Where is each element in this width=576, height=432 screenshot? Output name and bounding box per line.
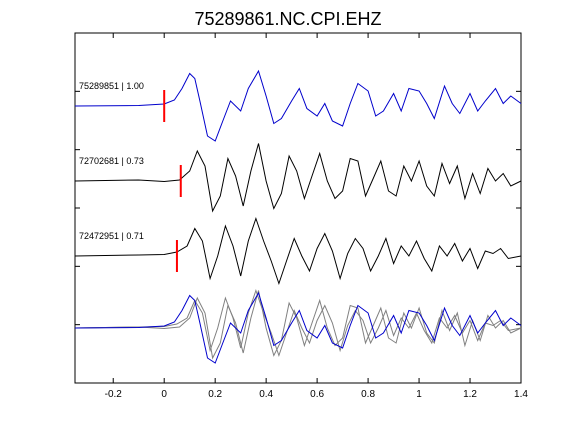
overlay-trace-line bbox=[74, 291, 522, 364]
trace-label: 72702681 | 0.73 bbox=[79, 156, 144, 166]
x-tick-label: 0 bbox=[161, 389, 167, 400]
x-tick-label: 1.2 bbox=[463, 389, 477, 400]
x-tick-label: -0.2 bbox=[105, 389, 123, 400]
x-axis: -0.2 0 0.2 0.4 0.6 0.8 1 1.2 1.4 bbox=[105, 33, 528, 400]
x-tick-label: 0.8 bbox=[361, 389, 375, 400]
traces bbox=[74, 69, 522, 286]
x-tick-label: 0.6 bbox=[310, 389, 324, 400]
trace-line bbox=[74, 143, 522, 213]
x-tick-label: 1.4 bbox=[514, 389, 528, 400]
pick-markers bbox=[163, 90, 182, 272]
trace-labels: 75289851 | 1.00 72702681 | 0.73 72472951 |… bbox=[79, 81, 144, 241]
trace-label: 72472951 | 0.71 bbox=[79, 231, 144, 241]
trace-line bbox=[74, 69, 522, 142]
overlay-trace-line bbox=[74, 290, 522, 360]
x-tick-label: 0.2 bbox=[208, 389, 222, 400]
x-tick-label: 0.4 bbox=[259, 389, 273, 400]
overlay-trace-line bbox=[74, 288, 522, 358]
x-tick-label: 1 bbox=[416, 389, 422, 400]
trace-label: 75289851 | 1.00 bbox=[79, 81, 144, 91]
trace-line bbox=[74, 216, 522, 286]
chart-title: 75289861.NC.CPI.EHZ bbox=[194, 9, 381, 29]
y-axis-ticks bbox=[75, 90, 521, 326]
overlay-traces bbox=[74, 288, 522, 364]
